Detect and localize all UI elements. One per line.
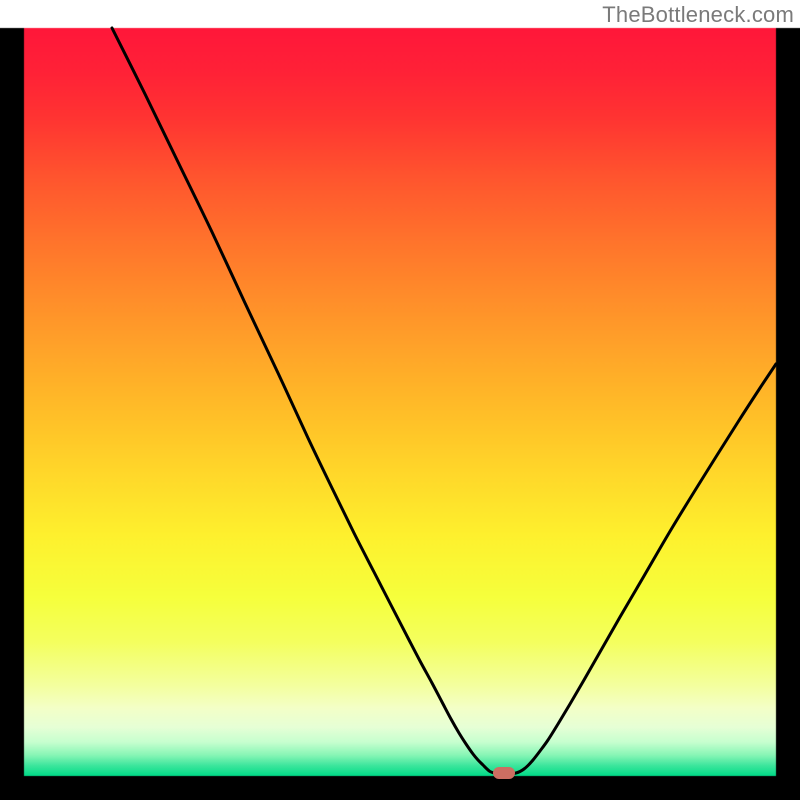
chart-container: TheBottleneck.com (0, 0, 800, 800)
gradient-background (0, 0, 800, 800)
watermark-text: TheBottleneck.com (602, 0, 800, 28)
